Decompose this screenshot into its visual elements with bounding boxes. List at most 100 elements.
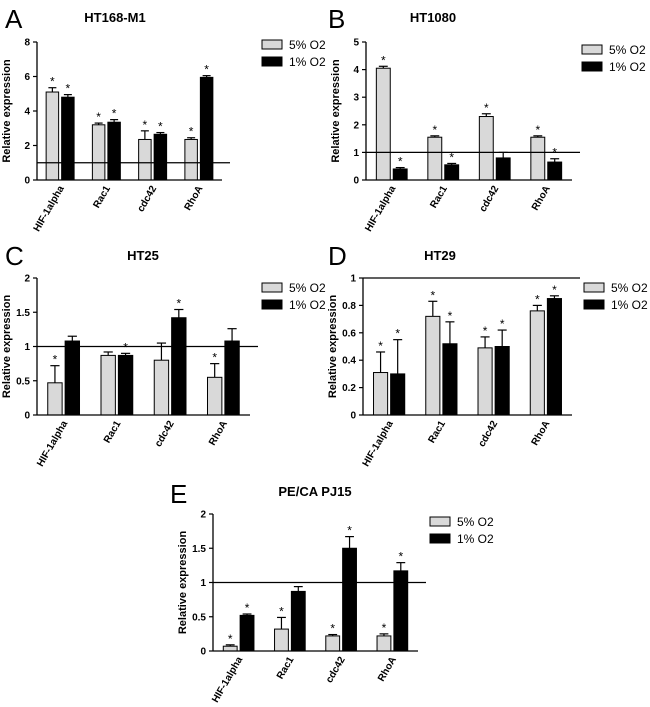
x-tick-label: RhoA — [530, 419, 553, 448]
significance-marker: * — [430, 288, 435, 302]
chart-title: HT25 — [127, 248, 159, 263]
legend-label: 1% O2 — [289, 55, 326, 69]
bar — [529, 310, 545, 416]
significance-marker: * — [398, 550, 403, 564]
y-axis-label: Relative expression — [330, 59, 342, 163]
y-tick-label: 0 — [200, 647, 206, 658]
y-tick-label: 3 — [353, 93, 359, 104]
x-tick-label: Rac1 — [275, 655, 297, 682]
significance-marker: * — [552, 283, 557, 297]
legend-swatch — [429, 533, 451, 544]
panel-a: A HT168-M1 0 2 4 6 8 Relative expression * * HIF-1… — [1, 4, 326, 234]
bar — [117, 354, 134, 416]
legend-swatch — [261, 282, 283, 293]
x-tick-label: HIF-1alpha — [32, 184, 67, 234]
y-tick-label: 6 — [24, 72, 30, 83]
significance-marker: * — [500, 317, 505, 331]
panel-letter: B — [328, 4, 345, 34]
significance-marker: * — [535, 292, 540, 306]
legend-label: 5% O2 — [289, 281, 326, 295]
bar — [427, 136, 443, 181]
bar — [442, 343, 458, 416]
bar — [444, 164, 460, 181]
legend-swatch — [581, 44, 603, 55]
x-tick-label: Rac1 — [91, 184, 113, 211]
bar — [224, 340, 240, 416]
x-tick-label: RhoA — [183, 184, 206, 213]
y-tick-label: 1.5 — [192, 544, 206, 555]
y-tick-label: 1 — [24, 342, 30, 353]
bar — [547, 161, 563, 181]
bar — [274, 628, 289, 652]
legend-label: 5% O2 — [609, 43, 646, 57]
x-tick-label: Rac1 — [102, 419, 124, 446]
chart-title: HT29 — [424, 248, 456, 263]
significance-marker: * — [176, 297, 181, 311]
x-tick-label: RhoA — [530, 184, 553, 213]
significance-marker: * — [395, 327, 400, 341]
y-tick-label: 0.4 — [342, 356, 356, 367]
bar — [390, 373, 406, 416]
y-tick-label: 2 — [200, 510, 206, 521]
x-tick-label: cdc42 — [153, 419, 177, 449]
x-tick-label: Rac1 — [428, 184, 450, 211]
legend-label: 1% O2 — [609, 60, 646, 74]
significance-marker: * — [347, 524, 352, 538]
legend-swatch — [261, 39, 283, 50]
significance-marker: * — [189, 125, 194, 139]
significance-marker: * — [398, 155, 403, 169]
bar — [239, 614, 255, 652]
significance-marker: * — [378, 339, 383, 353]
significance-marker: * — [381, 53, 386, 67]
significance-marker: * — [50, 75, 55, 89]
x-tick-label: HIF-1alpha — [35, 419, 70, 469]
panel-d: D HT29 0 0.2 0.4 0.6 0.8 1 Relative expression * *… — [327, 241, 648, 469]
legend-swatch — [261, 56, 283, 67]
panel-c: C HT25 0 0.5 1 1.5 2 Relative expression * HIF-1a… — [1, 241, 326, 469]
significance-marker: * — [279, 604, 284, 618]
y-tick-label: 0.6 — [342, 328, 356, 339]
bar — [425, 315, 441, 416]
bar — [153, 133, 168, 181]
bar — [91, 124, 106, 181]
panel-letter: E — [170, 479, 187, 509]
significance-marker: * — [158, 120, 163, 134]
legend-label: 5% O2 — [611, 281, 648, 295]
x-tick-label: RhoA — [376, 655, 399, 684]
y-tick-label: 0 — [24, 176, 30, 187]
legend-swatch — [429, 516, 451, 527]
bar — [45, 91, 60, 181]
x-tick-label: Rac1 — [426, 419, 448, 446]
legend-label: 1% O2 — [457, 532, 494, 546]
y-tick-label: 4 — [24, 107, 30, 118]
y-tick-label: 1 — [353, 148, 359, 159]
y-tick-label: 0 — [24, 411, 30, 422]
bar — [494, 346, 510, 416]
x-tick-label: HIF-1alpha — [363, 184, 398, 234]
legend-label: 5% O2 — [457, 515, 494, 529]
bar — [199, 76, 214, 181]
y-tick-label: 0.5 — [16, 376, 30, 387]
x-tick-label: RhoA — [207, 419, 230, 448]
panel-letter: D — [328, 241, 347, 271]
bar — [47, 382, 63, 416]
bar — [184, 138, 198, 181]
legend-swatch — [583, 299, 605, 310]
bar — [107, 121, 121, 181]
significance-marker: * — [483, 324, 488, 338]
y-tick-label: 0.8 — [342, 301, 356, 312]
y-axis-label: Relative expression — [177, 531, 189, 635]
bar — [171, 317, 187, 416]
significance-marker: * — [484, 101, 489, 115]
y-tick-label: 0.2 — [342, 383, 356, 394]
bar — [495, 157, 511, 181]
bar — [376, 635, 392, 652]
y-tick-label: 1 — [200, 578, 206, 589]
y-tick-label: 2 — [24, 141, 30, 152]
bar — [373, 372, 389, 416]
bar — [100, 354, 116, 416]
bar — [61, 96, 75, 181]
significance-marker: * — [212, 351, 217, 365]
bar — [477, 347, 493, 416]
chart-title: PE/CA PJ15 — [278, 484, 351, 499]
